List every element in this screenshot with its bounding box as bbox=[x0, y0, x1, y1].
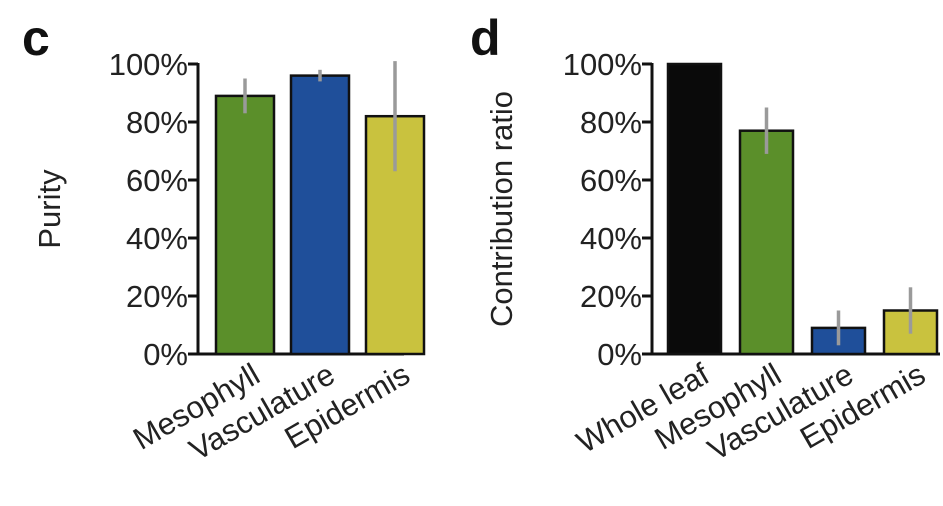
y-tick-label: 60% bbox=[580, 163, 642, 198]
bar bbox=[364, 114, 426, 356]
y-tick-label: 20% bbox=[126, 279, 188, 314]
panel-c: cPurity0%20%40%60%80%100%MesophyllVascul… bbox=[22, 10, 426, 467]
panel-letter: d bbox=[470, 10, 501, 66]
y-tick-label: 100% bbox=[109, 47, 188, 82]
y-tick-label: 20% bbox=[580, 279, 642, 314]
y-axis-title: Purity bbox=[32, 169, 67, 249]
y-tick-label: 0% bbox=[597, 337, 642, 372]
y-tick-label: 80% bbox=[580, 105, 642, 140]
y-tick-label: 40% bbox=[126, 221, 188, 256]
y-tick-label: 40% bbox=[580, 221, 642, 256]
bar bbox=[214, 94, 276, 356]
panel-letter: c bbox=[22, 10, 50, 66]
y-tick-label: 0% bbox=[143, 337, 188, 372]
y-axis-title: Contribution ratio bbox=[484, 91, 519, 327]
y-tick-label: 100% bbox=[563, 47, 642, 82]
bar bbox=[738, 129, 795, 356]
y-tick-label: 80% bbox=[126, 105, 188, 140]
bar bbox=[666, 62, 723, 356]
bar bbox=[289, 74, 351, 356]
y-tick-label: 60% bbox=[126, 163, 188, 198]
